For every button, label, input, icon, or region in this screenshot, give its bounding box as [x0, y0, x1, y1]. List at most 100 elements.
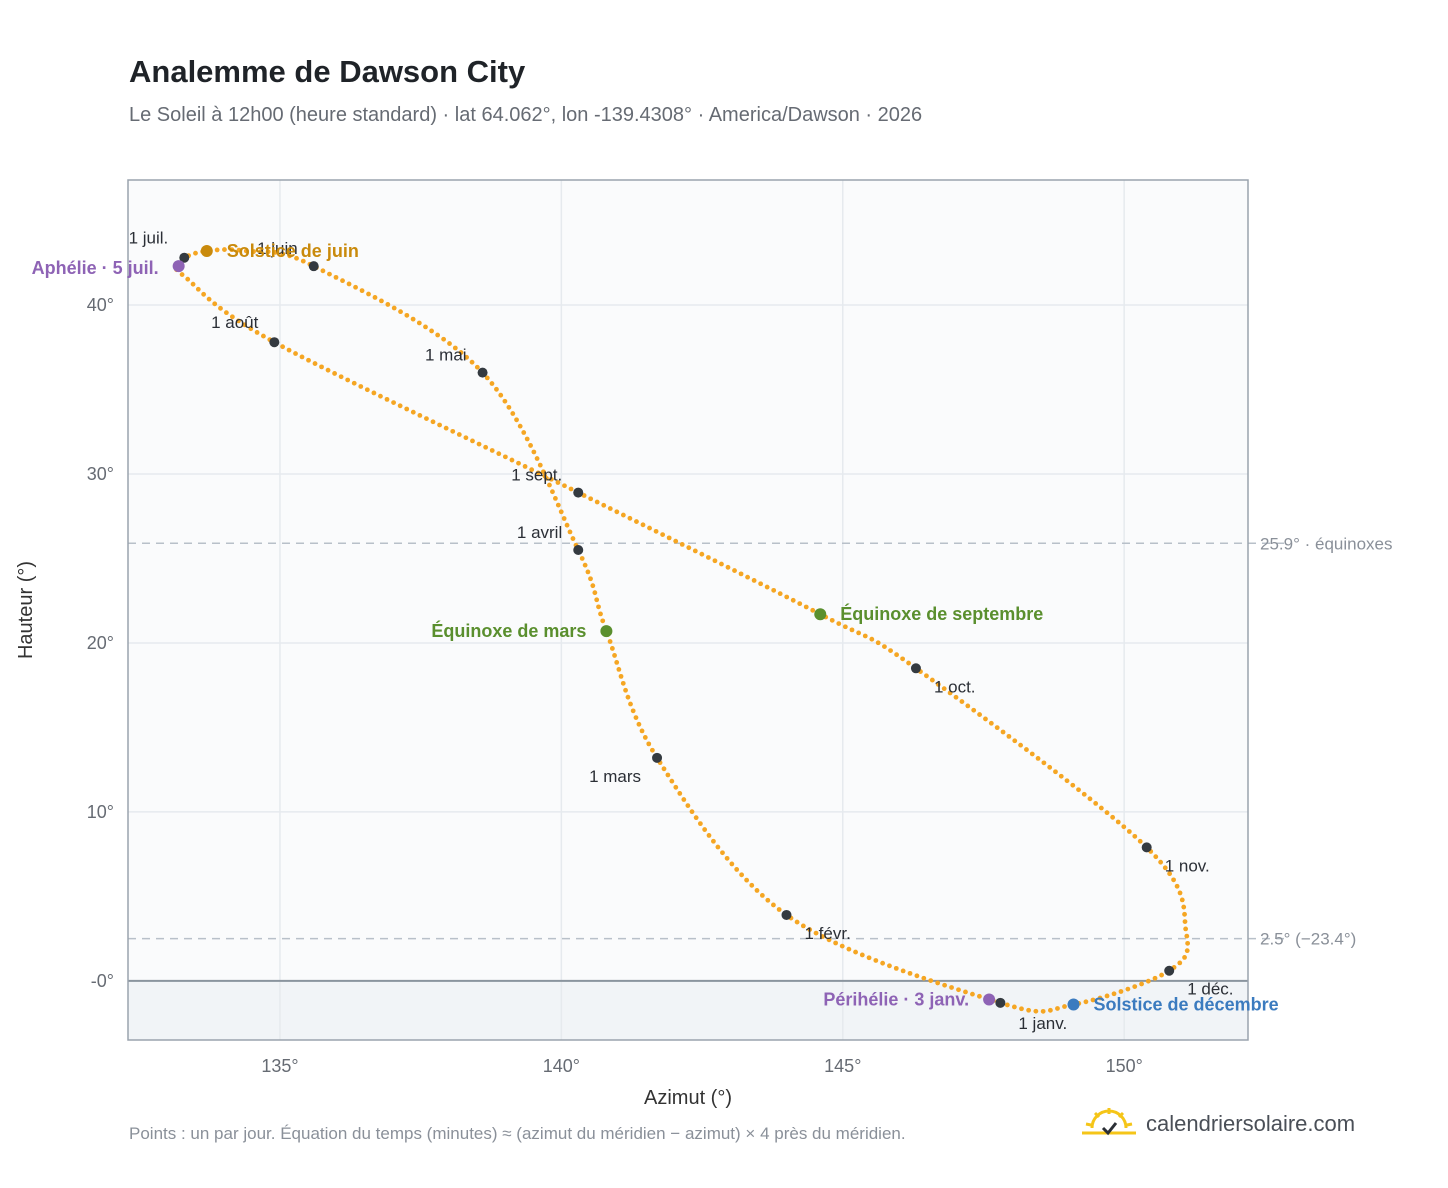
daily-sun-point: [469, 359, 475, 365]
daily-sun-point: [1024, 747, 1029, 752]
daily-sun-point: [506, 404, 512, 410]
daily-sun-point: [489, 448, 495, 453]
daily-sun-point: [338, 374, 344, 380]
daily-sun-point: [1118, 989, 1124, 994]
daily-sun-point: [601, 502, 607, 508]
daily-sun-point: [1181, 904, 1187, 910]
daily-sun-point: [312, 361, 318, 366]
daily-sun-point: [1006, 733, 1012, 739]
daily-sun-point: [502, 454, 508, 460]
daily-sun-point: [1171, 877, 1176, 883]
daily-sun-point: [729, 861, 735, 867]
page-title: Analemme de Dawson City: [129, 54, 526, 89]
daily-sun-point: [424, 416, 429, 421]
daily-sun-point: [620, 512, 626, 518]
daily-sun-point: [332, 371, 337, 376]
daily-sun-point: [614, 660, 620, 665]
month-marker: [1164, 965, 1175, 976]
event-marker: [983, 993, 996, 1006]
daily-sun-point: [567, 529, 573, 535]
daily-sun-point: [689, 809, 695, 815]
daily-sun-point: [711, 838, 716, 844]
daily-sun-point: [528, 443, 533, 448]
daily-sun-point: [618, 673, 624, 679]
brand[interactable]: calendriersolaire.com: [1082, 1104, 1355, 1144]
daily-sun-point: [777, 591, 783, 597]
x-tick-label: 150°: [1106, 1056, 1143, 1076]
month-marker: [652, 752, 663, 763]
daily-sun-point: [647, 525, 652, 531]
daily-sun-point: [693, 815, 699, 821]
daily-sun-point: [970, 991, 975, 997]
daily-sun-point: [1035, 756, 1041, 761]
daily-sun-point: [1132, 984, 1138, 990]
daily-sun-point: [371, 390, 377, 396]
daily-sun-point: [725, 564, 731, 570]
daily-sun-point: [732, 568, 737, 573]
x-tick-label: 145°: [824, 1056, 861, 1076]
daily-sun-point: [404, 406, 410, 412]
daily-sun-point: [607, 506, 613, 511]
daily-sun-point: [594, 597, 600, 603]
daily-sun-point: [236, 318, 241, 324]
daily-sun-point: [542, 473, 548, 479]
daily-sun-point: [1047, 764, 1053, 770]
daily-sun-point: [640, 522, 646, 528]
y-tick-label: 30°: [87, 464, 114, 484]
daily-sun-point: [1132, 833, 1138, 839]
daily-sun-point: [959, 699, 965, 704]
month-marker-label: 1 sept.: [511, 466, 562, 485]
daily-sun-point: [739, 872, 745, 878]
daily-sun-point: [614, 509, 620, 515]
daily-sun-point: [859, 952, 865, 958]
daily-sun-point: [265, 249, 271, 255]
daily-sun-point: [1004, 1002, 1010, 1008]
daily-sun-point: [558, 509, 564, 515]
daily-sun-point: [880, 960, 886, 966]
daily-sun-point: [1137, 838, 1143, 844]
reference-line-label: 25.9° · équinoxes: [1260, 534, 1393, 553]
daily-sun-point: [484, 375, 490, 381]
daily-sun-point: [956, 987, 961, 993]
daily-sun-point: [489, 381, 495, 386]
daily-sun-point: [550, 489, 555, 495]
daily-sun-point: [887, 963, 892, 969]
daily-sun-point: [679, 542, 685, 547]
daily-sun-point: [222, 247, 227, 252]
daily-sun-point: [299, 354, 305, 360]
daily-sun-point: [450, 428, 456, 434]
daily-sun-point: [579, 556, 585, 561]
daily-sun-point: [1110, 814, 1116, 820]
daily-sun-point: [273, 249, 278, 255]
daily-sun-point: [836, 621, 842, 626]
daily-sun-point: [820, 934, 825, 939]
y-axis-label: Hauteur (°): [15, 561, 37, 659]
daily-sun-point: [833, 940, 839, 946]
daily-sun-point: [340, 278, 345, 284]
month-marker: [573, 545, 584, 556]
y-tick-label: -0°: [91, 971, 114, 991]
daily-sun-point: [463, 435, 469, 441]
daily-sun-point: [287, 253, 293, 259]
daily-sun-point: [416, 320, 422, 326]
daily-sun-point: [866, 955, 872, 961]
daily-sun-point: [280, 251, 286, 257]
daily-sun-point: [294, 255, 299, 261]
month-marker-label: 1 août: [211, 313, 259, 332]
daily-sun-point: [218, 305, 223, 311]
daily-sun-point: [935, 681, 941, 687]
daily-sun-point: [862, 633, 868, 639]
daily-sun-point: [417, 412, 423, 418]
daily-sun-point: [366, 291, 371, 297]
daily-sun-point: [1184, 933, 1190, 939]
daily-sun-point: [1000, 729, 1006, 735]
daily-sun-point: [1182, 954, 1187, 960]
daily-sun-point: [666, 535, 672, 541]
daily-sun-point: [214, 247, 220, 253]
daily-sun-point: [464, 354, 469, 360]
daily-sun-point: [894, 652, 899, 658]
daily-sun-point: [846, 946, 852, 952]
daily-sun-point: [1053, 769, 1058, 775]
daily-sun-point: [1064, 778, 1070, 784]
